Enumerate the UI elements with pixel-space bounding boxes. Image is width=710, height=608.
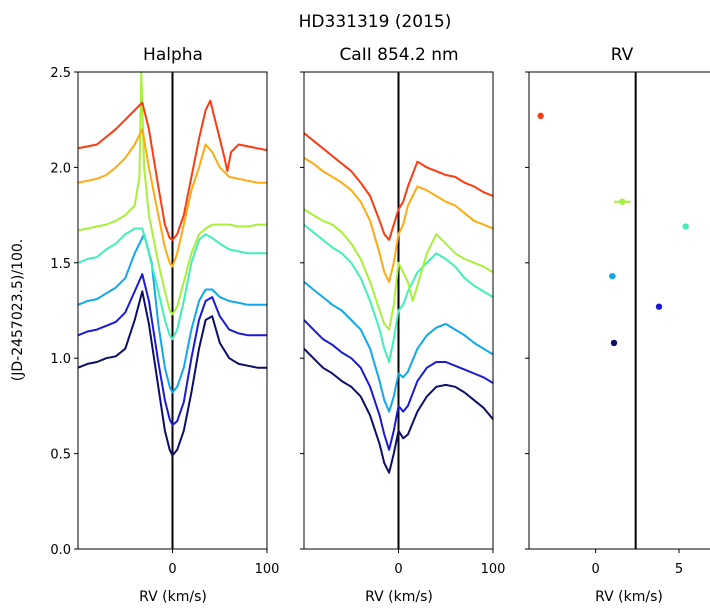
figure-suptitle: HD331319 (2015) xyxy=(299,12,452,32)
panel-halpha-ylabel: (JD-2457023.5)/100. xyxy=(10,239,26,381)
panel-halpha-frame xyxy=(77,71,268,550)
panel-rv-point xyxy=(609,272,616,280)
panel-halpha-xlabel: RV (km/s) xyxy=(139,589,207,605)
panel-caii-series-line xyxy=(303,208,494,331)
panel-halpha-series-line xyxy=(78,128,267,268)
panel-caii-series-line xyxy=(303,347,494,474)
panel-halpha-xtick-label: 100 xyxy=(255,562,280,577)
panel-halpha-series-line xyxy=(78,233,267,394)
panel-rv-xtick-label: 5 xyxy=(675,562,683,577)
panel-caii-title: CaII 854.2 nm xyxy=(339,45,458,65)
panel-caii-xtick-label: 100 xyxy=(481,562,506,577)
panel-caii-plot-area: 0 100 xyxy=(300,71,506,577)
panel-halpha-ytick-label: 1.0 xyxy=(50,352,71,367)
panel-halpha-ytick-label: 2.0 xyxy=(50,161,71,176)
panel-caii-xlabel: RV (km/s) xyxy=(365,589,433,605)
panel-rv-frame xyxy=(528,71,710,550)
panel-caii-series-line xyxy=(303,132,494,241)
panel-caii-series-line xyxy=(303,223,494,363)
panel-caii-series-line xyxy=(303,319,494,451)
panel-halpha-series-line xyxy=(78,273,267,426)
panel-rv-point xyxy=(610,339,618,347)
panel-halpha-ytick-label: 0.5 xyxy=(50,448,71,463)
panel-caii-series-line xyxy=(303,281,494,413)
panel-halpha: Halpha (JD-2457023.5)/100. RV (km/s) 0.0… xyxy=(10,45,279,605)
panel-halpha-series-line xyxy=(78,99,267,241)
panel-halpha-series-line xyxy=(78,72,267,316)
panel-halpha-plot-area: 0.0 0.5 1.0 1.5 2.0 2.5 0 100 xyxy=(50,66,279,577)
panel-rv-point xyxy=(655,303,663,310)
panel-halpha-xtick-label: 0 xyxy=(168,562,176,577)
panel-rv-xtick-label: 0 xyxy=(592,562,600,577)
panel-halpha-ytick-label: 0.0 xyxy=(50,543,71,558)
panel-rv-xlabel: RV (km/s) xyxy=(595,589,663,605)
panel-rv-point xyxy=(537,112,544,120)
panel-halpha-ytick-label: 2.5 xyxy=(50,66,71,81)
panel-caii-frame xyxy=(303,71,494,550)
panel-rv-title: RV xyxy=(611,45,634,65)
panel-caii-series-line xyxy=(303,157,494,283)
panel-halpha-title: Halpha xyxy=(143,45,203,65)
panel-caii: CaII 854.2 nm RV (km/s) 0 100 xyxy=(300,45,505,605)
panel-rv-point xyxy=(682,223,689,230)
panel-halpha-ytick-label: 1.5 xyxy=(50,257,71,272)
panel-halpha-series-line xyxy=(78,227,267,341)
panel-halpha-series-line xyxy=(78,290,267,457)
panel-rv-point xyxy=(619,198,626,205)
panel-caii-xtick-label: 0 xyxy=(394,562,402,577)
